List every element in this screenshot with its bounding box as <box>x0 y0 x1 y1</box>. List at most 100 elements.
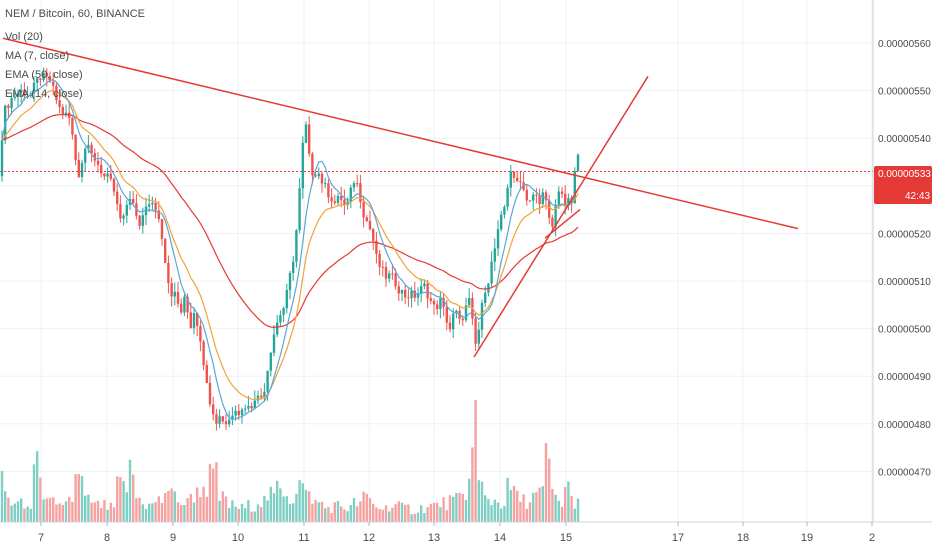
volume-bar <box>519 501 522 522</box>
candle-body <box>554 204 557 227</box>
volume-bar <box>509 490 512 522</box>
indicator-ma[interactable]: MA (7, close) <box>5 50 69 62</box>
volume-bar <box>272 493 276 522</box>
volume-bar <box>122 481 125 522</box>
candle-body <box>13 96 16 98</box>
candle-body <box>39 78 42 80</box>
legend[interactable]: NEM / Bitcoin, 60, BINANCE Vol (20) MA (… <box>5 8 145 100</box>
volume-bar <box>436 502 439 522</box>
indicator-ema50[interactable]: EMA (50, close) <box>5 69 83 81</box>
y-tick-label: 0.00000550 <box>878 87 931 98</box>
candle-body <box>71 117 74 135</box>
candle-body <box>183 296 186 313</box>
volume-bar <box>535 492 538 522</box>
volume-bar <box>487 499 490 522</box>
candle-body <box>218 416 221 424</box>
volume-bar <box>560 506 564 522</box>
volume-bar <box>205 496 208 522</box>
candle-body <box>445 306 448 323</box>
volume-bar <box>468 478 471 522</box>
trendline-ascending-lower[interactable] <box>544 209 581 239</box>
volume-bar <box>452 496 455 522</box>
candle-body <box>535 194 538 196</box>
candle-body <box>404 290 407 298</box>
volume-bar <box>480 481 484 522</box>
candle-body <box>7 105 10 109</box>
candle-body <box>413 290 416 298</box>
candle-body <box>538 195 541 205</box>
x-tick-label: 19 <box>801 532 813 544</box>
volume-bar <box>237 508 240 522</box>
volume-bar <box>295 493 298 522</box>
volume-bar <box>52 497 55 522</box>
candle-body <box>148 204 151 207</box>
ema-14-line <box>1 89 579 400</box>
indicator-vol[interactable]: Vol (20) <box>5 31 43 43</box>
volume-bar <box>109 502 112 522</box>
volume-bar <box>288 503 292 522</box>
volume-bar <box>506 477 509 522</box>
trendline-descending[interactable] <box>2 37 799 230</box>
volume-bar <box>455 492 458 522</box>
volume-bar <box>228 508 231 522</box>
volume-bar <box>336 500 340 522</box>
volume-bar <box>372 503 375 522</box>
candle-body <box>55 85 58 101</box>
volume-bar <box>32 464 36 522</box>
volume-bar <box>541 486 544 522</box>
trendlines[interactable] <box>2 37 799 358</box>
candle-body <box>93 153 96 161</box>
volume-bar <box>212 468 215 522</box>
volume-bar <box>464 499 468 522</box>
candle-body <box>452 313 455 330</box>
candle-body <box>490 261 493 284</box>
volume-bar <box>119 477 122 522</box>
volume-bar <box>36 451 39 522</box>
ema-50-line <box>1 113 579 328</box>
volume-bar <box>384 505 388 522</box>
volume-bar <box>458 492 461 522</box>
candle-body <box>138 215 141 226</box>
volume-bar <box>343 509 346 522</box>
trendline-ascending[interactable] <box>473 75 649 358</box>
volume-bar <box>240 503 244 522</box>
candle-body <box>388 273 391 279</box>
indicator-ema14[interactable]: EMA (14, close) <box>5 88 83 100</box>
candle-body <box>330 197 333 202</box>
volume-bar <box>138 497 141 522</box>
volume-bar <box>356 506 359 522</box>
candles <box>0 67 580 431</box>
candle-body <box>394 273 397 287</box>
volume-bar <box>80 476 84 522</box>
volume-bar <box>557 500 560 522</box>
candle-body <box>160 219 164 239</box>
volume-bar <box>429 503 432 522</box>
volume-bar <box>208 463 212 522</box>
candle-body <box>90 144 93 154</box>
candle-body <box>298 188 301 231</box>
candle-body <box>541 192 544 205</box>
volume-bar <box>58 503 61 522</box>
candle-body <box>333 201 336 203</box>
volume-bar <box>432 502 436 522</box>
volume-bar <box>154 502 157 522</box>
volume-bar <box>292 503 295 522</box>
price-axis[interactable]: 0.000005600.000005500.000005400.00000530… <box>872 0 932 522</box>
candle-body <box>311 153 314 176</box>
candle-body <box>324 183 327 185</box>
candle-body <box>42 72 45 80</box>
volume-bar <box>461 493 464 522</box>
volume-bar <box>570 496 573 522</box>
symbol-title[interactable]: NEM / Bitcoin, 60, BINANCE <box>5 8 145 20</box>
time-axis[interactable]: 7 8 9 10 11 12 13 14 15 17 18 19 2 <box>0 521 932 550</box>
volume-bar <box>256 504 260 522</box>
volume-bar <box>93 502 96 522</box>
candle-body <box>45 72 48 77</box>
candle-body <box>362 201 365 218</box>
candle-body <box>237 410 240 416</box>
volume-bar <box>426 507 429 522</box>
candle-body <box>573 171 576 204</box>
volume-bar <box>144 508 148 522</box>
